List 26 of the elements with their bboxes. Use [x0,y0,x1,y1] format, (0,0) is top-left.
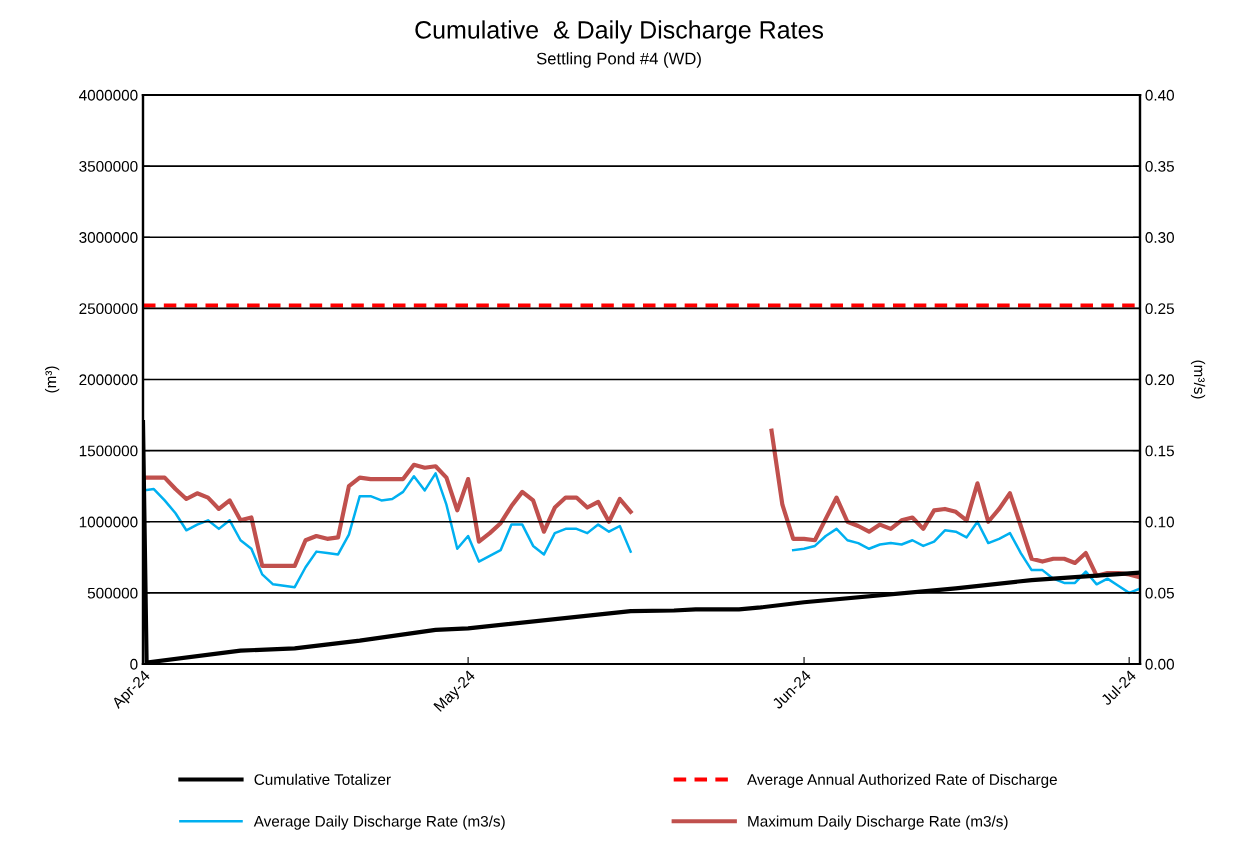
legend-label: Maximum Daily Discharge Rate (m3/s) [748,815,1008,830]
y-tick-label: 3500000 [79,160,138,172]
y2-tick-label: 0.15 [1145,445,1174,457]
y2-tick-label: 0.10 [1145,516,1174,528]
y-tick-label: 1000000 [79,516,138,528]
y2-tick-label: 0.25 [1145,303,1174,315]
y-axis-title: (m³) [44,366,60,393]
y-tick-label: 0 [130,658,138,670]
y2-tick-label: 0.35 [1145,160,1174,172]
y-tick-label: 1500000 [79,445,138,457]
y-tick-label: 4000000 [79,89,138,101]
legend-label: Average Daily Discharge Rate (m3/s) [253,815,505,830]
y-tick-label: 2500000 [79,303,138,315]
chart-subtitle: Settling Pond #4 (WD) [536,52,701,68]
legend-label: Cumulative Totalizer [254,773,391,785]
y2-tick-label: 0.20 [1145,374,1174,386]
chart-title: Cumulative & Daily Discharge Rates [415,20,824,44]
y-tick-label: 2000000 [79,374,138,386]
y2-tick-label: 0.30 [1145,232,1174,243]
y2-axis-title: (m³/s) [1190,360,1206,399]
y-tick-label: 3000000 [79,232,138,243]
y2-tick-label: 0.00 [1145,658,1174,670]
y2-tick-label: 0.05 [1145,587,1174,599]
legend-label: Average Annual Authorized Rate of Discharge [747,773,1057,788]
y2-tick-label: 0.40 [1145,89,1174,101]
y-tick-label: 500000 [87,587,138,599]
